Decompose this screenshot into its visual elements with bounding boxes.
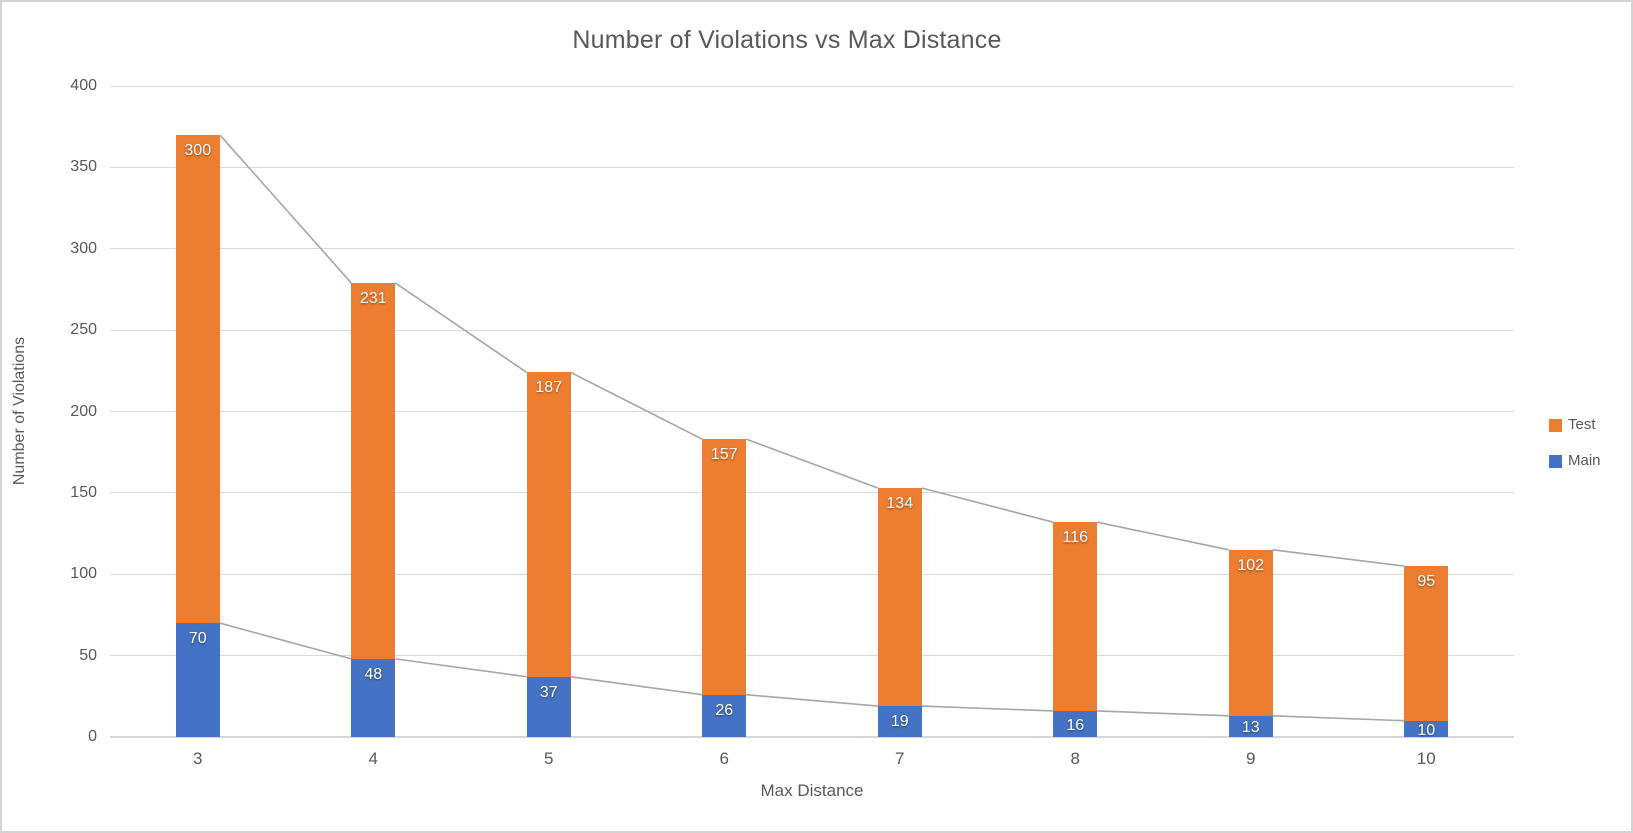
data-label-main-10: 10 [1417,721,1436,739]
bar-segment-test-9[interactable] [1228,549,1273,716]
y-tick-label-100: 100 [70,565,97,583]
x-tick-label-4: 4 [368,749,378,768]
data-label-test-4: 231 [359,289,387,307]
data-label-test-5: 187 [535,379,563,397]
series-line-main-4 [921,705,1054,712]
gridline-100 [110,573,1514,575]
bar-segment-main-4[interactable] [351,658,396,737]
x-axis-line [110,736,1514,738]
bar-segment-test-10[interactable] [1404,566,1449,721]
series-line-main-6 [1272,715,1405,722]
gridline-150 [110,492,1514,494]
y-tick-label-200: 200 [70,402,97,420]
y-tick-label-0: 0 [88,728,97,745]
bar-segment-main-3[interactable] [175,623,220,737]
x-axis-title: Max Distance [760,781,864,800]
legend-item-test[interactable]: Test [1549,417,1601,433]
legend-swatch-test [1549,418,1562,432]
data-label-test-3: 300 [184,141,212,159]
bar-segment-test-7[interactable] [877,487,922,707]
data-label-main-5: 37 [539,683,558,701]
gridline-350 [110,166,1514,168]
data-label-test-6: 157 [710,446,738,464]
data-label-main-6: 26 [715,701,734,719]
y-axis-title: Number of Violations [11,336,28,486]
gridline-250 [110,329,1514,331]
gridline-200 [110,411,1514,412]
legend: Test Main [1549,417,1601,489]
gridline-400 [110,85,1514,87]
y-tick-label-300: 300 [70,239,97,257]
series-line-test-2 [570,371,703,440]
x-tick-label-10: 10 [1416,749,1436,768]
data-label-test-9: 102 [1237,556,1265,574]
data-label-test-10: 95 [1417,573,1436,591]
y-tick-label-150: 150 [70,483,97,501]
x-tick-label-6: 6 [719,749,729,768]
data-label-test-8: 116 [1062,529,1088,547]
x-tick-label-9: 9 [1246,749,1256,768]
data-label-test-7: 134 [886,494,914,512]
legend-label-main: Main [1568,452,1601,469]
series-line-test-5 [1097,521,1229,551]
y-tick-label-400: 400 [70,77,97,94]
x-tick-label-8: 8 [1070,749,1080,768]
bar-segment-main-7[interactable] [877,706,922,737]
y-tick-label-50: 50 [79,646,97,664]
series-line-main-2 [570,675,703,696]
series-line-test-6 [1272,549,1405,567]
bar-segment-main-6[interactable] [702,694,747,737]
legend-label-test: Test [1568,416,1596,433]
series-line-test-1 [394,282,528,374]
y-tick-label-250: 250 [70,321,97,339]
bar-segment-main-10[interactable] [1404,720,1449,737]
chart-title: Number of Violations vs Max Distance [572,26,1002,54]
series-line-main-1 [395,658,527,678]
legend-item-main[interactable]: Main [1549,453,1601,469]
x-tick-label-3: 3 [193,749,203,768]
series-line-main-5 [1097,710,1229,717]
series-line-main-0 [219,622,352,660]
bar-segment-main-9[interactable] [1228,715,1273,737]
bar-segment-test-5[interactable] [526,372,571,677]
bar-segment-main-5[interactable] [526,676,571,737]
bar-segment-test-6[interactable] [702,439,747,695]
data-label-main-7: 19 [890,713,909,731]
x-tick-label-5: 5 [544,749,554,768]
legend-swatch-main [1549,454,1562,468]
gridline-300 [110,248,1514,250]
bar-segment-test-3[interactable] [175,134,220,624]
bar-segment-test-8[interactable] [1053,522,1098,711]
data-label-main-4: 48 [364,665,383,683]
x-tick-label-7: 7 [895,749,905,768]
bar-segment-test-4[interactable] [351,282,396,659]
data-label-main-9: 13 [1241,719,1260,737]
series-line-main-3 [746,693,878,707]
data-label-main-3: 70 [188,630,207,648]
series-line-test-3 [745,438,879,489]
series-line-test-0 [219,134,352,284]
bar-segment-main-8[interactable] [1053,710,1098,737]
gridline-50 [110,655,1514,657]
y-tick-label-350: 350 [70,158,97,176]
data-label-main-8: 16 [1066,716,1085,734]
